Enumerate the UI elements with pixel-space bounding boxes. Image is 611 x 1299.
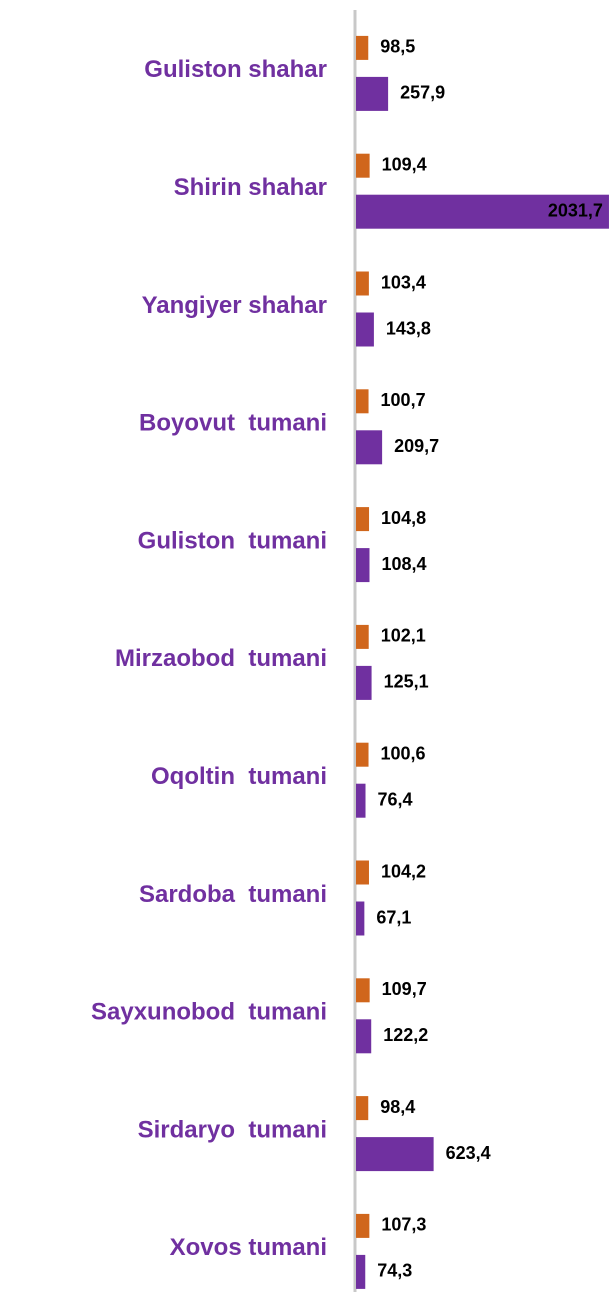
value-label: 209,7	[394, 436, 439, 456]
value-label: 104,2	[381, 861, 426, 881]
bar	[356, 624, 369, 649]
value-label: 108,4	[381, 554, 426, 574]
value-label: 109,4	[382, 154, 427, 174]
bar	[356, 271, 369, 296]
value-label: 107,3	[381, 1215, 426, 1235]
value-label: 98,5	[380, 37, 415, 57]
bar	[356, 860, 369, 885]
category-label: Shirin shahar	[174, 174, 327, 201]
category-label: Oqoltin tumani	[151, 763, 327, 790]
bar	[356, 901, 365, 936]
value-label: 125,1	[384, 672, 429, 692]
bar	[356, 35, 369, 60]
value-label: 2031,7	[548, 200, 603, 220]
category-label: Mirzaobod tumani	[115, 645, 327, 672]
value-label: 623,4	[446, 1143, 491, 1163]
category-label: Sirdaryo tumani	[138, 1116, 327, 1143]
bar	[356, 1019, 372, 1054]
bar	[356, 783, 366, 818]
bar	[356, 389, 369, 414]
value-label: 74,3	[377, 1261, 412, 1281]
bar	[356, 1096, 369, 1121]
bar	[356, 742, 369, 767]
bar	[356, 1137, 434, 1172]
bar	[356, 665, 372, 700]
category-label: Boyovut tumani	[139, 410, 327, 437]
value-label: 98,4	[380, 1097, 415, 1117]
value-label: 104,8	[381, 508, 426, 528]
category-label: Yangiyer shahar	[142, 292, 327, 319]
category-label: Guliston shahar	[144, 56, 327, 83]
value-label: 257,9	[400, 83, 445, 103]
category-label: Sayxunobod tumani	[91, 999, 327, 1026]
value-label: 67,1	[376, 907, 411, 927]
value-label: 109,7	[382, 979, 427, 999]
bar	[356, 153, 370, 178]
value-label: 76,4	[378, 789, 413, 809]
bar	[356, 507, 370, 532]
bar	[356, 430, 383, 465]
value-label: 100,6	[381, 743, 426, 763]
value-label: 100,7	[381, 390, 426, 410]
bar	[356, 1254, 366, 1289]
value-label: 122,2	[383, 1025, 428, 1045]
bar	[356, 1213, 370, 1238]
value-label: 143,8	[386, 318, 431, 338]
category-label: Guliston tumani	[138, 527, 327, 554]
value-label: 103,4	[381, 272, 426, 292]
value-label: 102,1	[381, 626, 426, 646]
bar	[356, 76, 389, 111]
bar	[356, 194, 609, 229]
category-label: Xovos tumani	[170, 1234, 327, 1261]
category-label: Sardoba tumani	[139, 881, 327, 908]
bar	[356, 548, 370, 583]
bar	[356, 312, 374, 347]
bar	[356, 978, 370, 1003]
